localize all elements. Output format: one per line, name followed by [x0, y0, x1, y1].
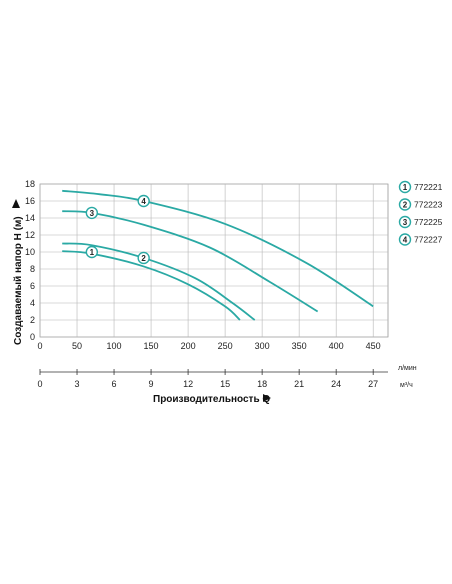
- series-marker-4: [137, 194, 150, 208]
- y-tick-label: 0: [30, 332, 35, 342]
- x-tick-label: 200: [181, 341, 196, 351]
- legend-marker-label-2: 2: [403, 201, 408, 210]
- series-marker-3: [85, 206, 99, 220]
- legend-marker-label-3: 3: [403, 218, 408, 227]
- x2-tick-label: 0: [37, 379, 42, 389]
- series-line-3: [62, 210, 319, 313]
- x-axis-title: Производительность Q: [153, 394, 270, 405]
- legend-marker-3: [398, 215, 412, 229]
- legend-marker-label-4: 4: [403, 236, 408, 245]
- y-tick-label: 10: [25, 247, 35, 257]
- x2-tick-label: 12: [183, 379, 193, 389]
- y-tick-label: 14: [25, 213, 35, 223]
- x-tick-labels: 0 50 100 150 200 250 300 350 400 450: [37, 341, 380, 351]
- legend-entry-1: 772221: [414, 182, 443, 192]
- y-tick-label: 12: [25, 230, 35, 240]
- x-tick-label: 300: [255, 341, 270, 351]
- x-tick-label: 250: [218, 341, 233, 351]
- x2-tick-label: 24: [331, 379, 341, 389]
- x2-tick-label: 6: [112, 379, 117, 389]
- series-marker-label-2: 2: [141, 254, 146, 263]
- series-marker-label-3: 3: [90, 209, 95, 218]
- series-marker-label-1: 1: [90, 248, 95, 257]
- series-marker-1: [85, 245, 99, 259]
- x2-tick-label: 15: [220, 379, 230, 389]
- y-tick-label: 8: [30, 264, 35, 274]
- legend-marker-label-1: 1: [403, 183, 408, 192]
- series-curves: [62, 189, 374, 321]
- x-tick-label: 350: [292, 341, 307, 351]
- x2-tick-label: 3: [75, 379, 80, 389]
- legend-entry-2: 772223: [414, 200, 443, 210]
- y-tick-labels: 0 2 4 6 8 10 12 14 16 18: [25, 179, 35, 342]
- series-line-4: [62, 189, 374, 308]
- legend-marker-1: [398, 180, 412, 194]
- x-unit-label: л/мин: [398, 365, 417, 372]
- y-axis-title: Создаваемый напор H (м): [13, 216, 24, 345]
- x2-tick-label: 27: [368, 379, 378, 389]
- series-line-2: [62, 242, 256, 321]
- x-tick-label: 450: [366, 341, 381, 351]
- series-markers: 1 2 3 4: [85, 194, 150, 265]
- x2-tick-label: 21: [294, 379, 304, 389]
- x-tick-label: 150: [144, 341, 159, 351]
- y-tick-label: 18: [25, 179, 35, 189]
- series-marker-2: [137, 251, 150, 265]
- legend-entry-4: 772227: [414, 235, 443, 245]
- y-tick-label: 16: [25, 196, 35, 206]
- x-axis-arrow-icon: [263, 394, 271, 402]
- x2-tick-label: 9: [149, 379, 154, 389]
- grid: [39, 183, 388, 338]
- y-axis-arrow-icon: [12, 199, 20, 208]
- x2-tick-label: 18: [257, 379, 267, 389]
- series-marker-label-4: 4: [141, 197, 146, 206]
- x-tick-label: 50: [72, 341, 82, 351]
- y-tick-label: 6: [30, 281, 35, 291]
- x2-unit-label: м³/ч: [400, 382, 413, 389]
- x-tick-label: 400: [329, 341, 344, 351]
- x-tick-label: 100: [107, 341, 122, 351]
- legend: 1 772221 2 772223 3 772225 4 772227: [398, 180, 443, 246]
- legend-marker-4: [398, 233, 412, 246]
- legend-entry-3: 772225: [414, 217, 443, 227]
- x-tick-label: 0: [37, 341, 42, 351]
- y-tick-label: 2: [30, 315, 35, 325]
- legend-marker-2: [398, 198, 412, 211]
- y-tick-label: 4: [30, 298, 35, 308]
